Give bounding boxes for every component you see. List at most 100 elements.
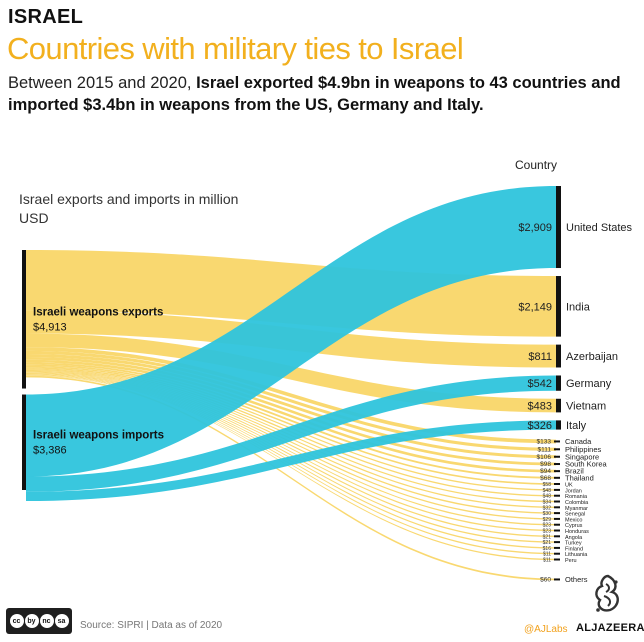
flow-exports-angola	[26, 373, 556, 538]
target-node-brazil	[554, 470, 560, 473]
source-note: Source: SIPRI | Data as of 2020	[80, 620, 223, 631]
target-label-peru: Peru	[565, 558, 577, 564]
target-label-germany: Germany	[566, 378, 612, 390]
flow-imports-united-states	[26, 186, 556, 477]
target-value-south-korea: $98	[540, 461, 551, 468]
target-value-azerbaijan: $811	[528, 351, 552, 363]
source-value: $3,386	[33, 444, 67, 456]
target-value-india: $2,149	[518, 301, 552, 313]
credit-handle: @AJLabs	[524, 624, 568, 635]
target-node-mexico	[554, 517, 560, 520]
target-value-honduras: $23	[543, 529, 552, 535]
by-icon: by	[24, 614, 39, 628]
target-value-myanmar: $32	[543, 505, 552, 511]
target-node-south-korea	[554, 463, 560, 466]
target-value-romania: $48	[543, 494, 552, 500]
target-node-honduras	[554, 529, 560, 532]
target-value-canada: $133	[537, 438, 552, 445]
target-node-canada	[554, 440, 560, 443]
target-label-honduras: Honduras	[565, 529, 589, 535]
target-label-lithuania: Lithuania	[565, 552, 588, 558]
target-node-jordan	[554, 488, 560, 491]
target-value-senegal: $30	[543, 511, 552, 517]
sa-icon: sa	[54, 614, 69, 628]
target-label-india: India	[566, 301, 591, 313]
target-value-united-states: $2,909	[518, 222, 552, 234]
flow-exports-uk	[26, 364, 556, 485]
target-node-romania	[554, 494, 560, 497]
target-value-uk: $58	[543, 482, 552, 488]
target-node-peru	[554, 558, 560, 561]
cc-icon: cc	[9, 614, 24, 628]
target-value-philippines: $111	[538, 446, 552, 453]
flow-exports-singapore	[26, 353, 556, 459]
target-label-senegal: Senegal	[565, 512, 585, 518]
flow-imports-italy	[26, 420, 556, 502]
flow-exports-canada	[26, 347, 556, 444]
target-node-colombia	[554, 500, 560, 503]
target-value-vietnam: $483	[528, 401, 552, 413]
target-label-others: Others	[565, 575, 588, 584]
flow-exports-philippines	[26, 350, 556, 451]
target-label-united-states: United States	[566, 222, 633, 234]
target-value-angola: $21	[543, 534, 552, 540]
target-label-colombia: Colombia	[565, 500, 589, 506]
target-label-singapore: Singapore	[565, 452, 599, 461]
target-value-turkey: $21	[543, 540, 552, 546]
nc-icon: nc	[39, 614, 54, 628]
target-value-jordan: $48	[543, 488, 552, 494]
target-node-lithuania	[554, 552, 560, 555]
target-value-others: $60	[540, 576, 551, 583]
target-value-colombia: $34	[543, 500, 552, 506]
target-label-romania: Romania	[565, 494, 588, 500]
flow-exports-cyprus	[26, 372, 556, 526]
source-node-imports	[22, 394, 26, 490]
subtitle: Between 2015 and 2020, Israel exported $…	[8, 72, 633, 116]
flow-imports-germany	[26, 375, 556, 492]
target-value-singapore: $106	[537, 454, 552, 461]
target-label-azerbaijan: Azerbaijan	[566, 351, 618, 363]
flow-exports-honduras	[26, 372, 556, 532]
target-value-finland: $16	[543, 546, 552, 552]
target-label-philippines: Philippines	[565, 445, 602, 454]
source-node-exports	[22, 250, 26, 389]
kicker: ISRAEL	[8, 6, 84, 28]
target-node-germany	[556, 375, 561, 391]
source-label: Israeli weapons imports	[33, 429, 164, 441]
target-node-finland	[554, 546, 560, 549]
target-node-azerbaijan	[556, 344, 561, 368]
target-node-india	[556, 276, 561, 337]
target-value-peru: $11	[543, 558, 551, 564]
target-label-myanmar: Myanmar	[565, 506, 588, 512]
flow-exports-senegal	[26, 370, 556, 514]
target-label-south-korea: South Korea	[565, 460, 608, 469]
flow-exports-mexico	[26, 371, 556, 520]
source-value: $4,913	[33, 321, 67, 333]
target-node-cyprus	[554, 523, 560, 526]
target-node-thailand	[554, 476, 560, 479]
target-node-italy	[556, 420, 561, 430]
target-value-germany: $542	[528, 378, 552, 390]
subtitle-lead: Between 2015 and 2020,	[8, 74, 197, 92]
target-node-singapore	[554, 455, 560, 458]
target-node-united-states	[556, 186, 561, 269]
flow-exports-brazil	[26, 359, 556, 473]
target-value-lithuania: $11	[543, 552, 551, 558]
target-label-turkey: Turkey	[565, 541, 582, 547]
flow-exports-thailand	[26, 362, 556, 479]
subtitle-bold: Israel exported $4.9bn in weapons to 43 …	[8, 74, 621, 114]
target-label-finland: Finland	[565, 546, 583, 552]
flow-exports-peru	[26, 375, 556, 561]
cc-license-badge: cc by nc sa	[6, 608, 72, 634]
aljazeera-logo-icon	[595, 574, 619, 612]
target-label-brazil: Brazil	[565, 467, 584, 476]
units-note: Israel exports and imports in million US…	[19, 191, 239, 226]
target-node-philippines	[554, 448, 560, 451]
target-label-uk: UK	[565, 482, 573, 488]
target-value-cyprus: $23	[543, 523, 552, 529]
target-label-canada: Canada	[565, 437, 592, 446]
target-label-italy: Italy	[566, 420, 587, 432]
target-node-others	[554, 578, 560, 581]
column-header: Country	[515, 158, 558, 172]
